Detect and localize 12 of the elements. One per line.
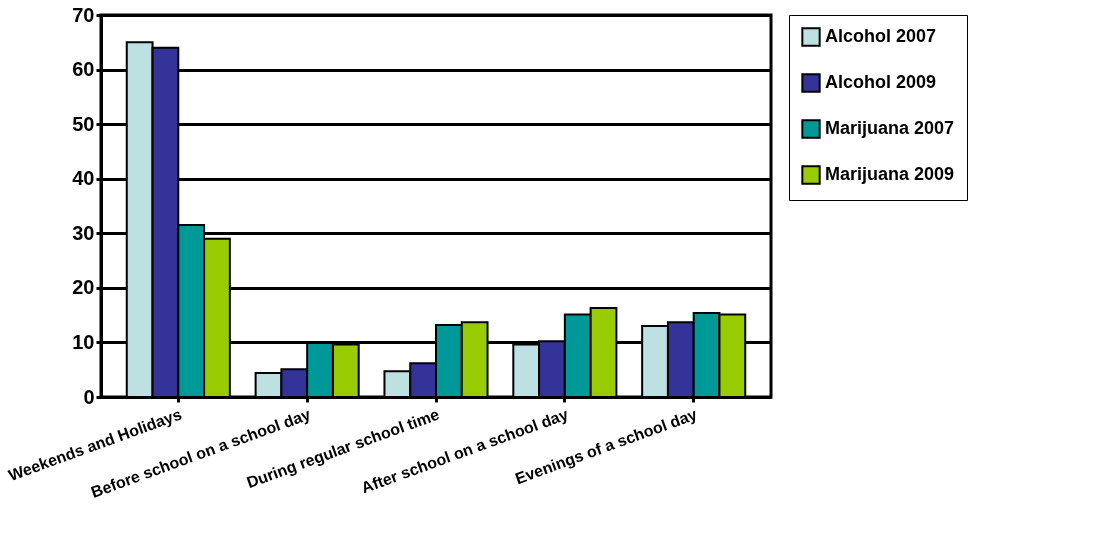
legend-label: Marijuana 2009 xyxy=(825,164,955,184)
y-tick-label: 40 xyxy=(72,167,95,190)
y-tick-label: 0 xyxy=(83,385,95,408)
y-tick-label: 20 xyxy=(72,276,95,299)
y-tick-label: 10 xyxy=(72,330,95,353)
legend-label: Alcohol 2007 xyxy=(825,26,937,46)
y-tick-label: 70 xyxy=(72,3,95,26)
legend-label: Marijuana 2007 xyxy=(825,118,955,138)
y-tick-label: 30 xyxy=(72,221,95,244)
legend-label: Alcohol 2009 xyxy=(825,72,937,92)
y-tick-label: 50 xyxy=(72,112,95,135)
y-tick-label: 60 xyxy=(72,58,95,81)
